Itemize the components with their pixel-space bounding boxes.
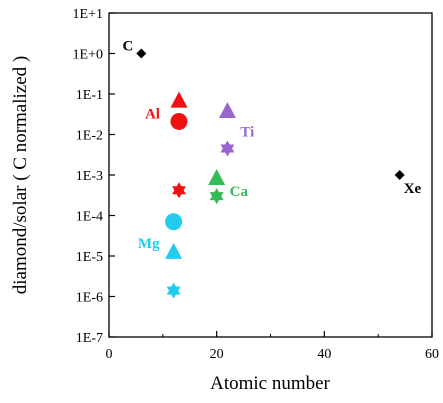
point-label-ti: Ti [240,125,254,141]
data-point-triangle [165,242,183,259]
data-point-star [220,140,235,157]
data-point-triangle [218,102,236,119]
y-tick-label: 1E-3 [76,169,103,184]
x-axis-ticks: 0 20 40 60 [106,331,439,362]
x-tick-label: 40 [317,347,331,362]
x-tick-label: 0 [106,347,113,362]
y-tick-label: 1E+0 [73,48,103,63]
data-point-diamond [394,170,405,180]
data-point-diamond [136,48,147,59]
plot-area-frame [108,12,433,338]
point-label-c: C [122,39,133,55]
point-label-al: Al [145,106,160,122]
point-label-mg: Mg [138,236,160,252]
y-tick-label: 1E-5 [76,250,103,265]
y-tick-label: 1E-7 [76,331,103,346]
point-labels: C Xe Al Ti Ca Mg [122,39,421,252]
x-tick-label: 60 [425,347,439,362]
x-axis-title: Atomic number [210,373,330,394]
data-point-triangle [208,169,226,186]
y-axis-title: diamond/solar ( C normalized ) [10,56,31,295]
x-tick-label: 20 [210,347,224,362]
data-point-star [209,188,224,205]
data-point-triangle [170,91,188,108]
point-label-xe: Xe [404,181,422,197]
y-tick-label: 1E+1 [73,7,103,22]
data-point-circle [165,213,183,231]
data-point-star [166,282,181,299]
y-tick-label: 1E-1 [76,88,103,103]
point-label-ca: Ca [230,184,249,200]
data-point-star [172,182,186,199]
data-point-circle [170,112,188,130]
data-points [136,48,405,299]
y-axis-ticks: 1E-7 1E-6 1E-5 1E-4 1E-3 1E-2 1E-1 1E+0 1E+1 [73,7,115,346]
y-tick-label: 1E-6 [76,291,103,306]
y-tick-label: 1E-2 [76,129,103,144]
y-tick-label: 1E-4 [76,210,103,225]
